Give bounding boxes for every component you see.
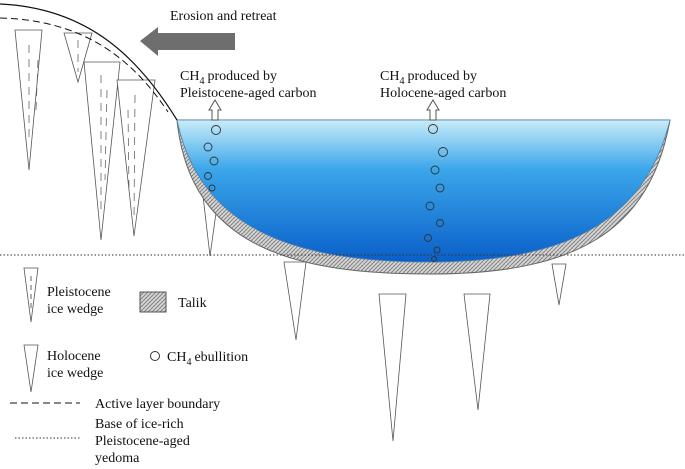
ice-wedge — [116, 79, 156, 237]
legend-label: Base of ice-rich Pleistocene-aged yedoma — [95, 417, 190, 466]
legend-label: Talik — [178, 296, 207, 311]
line: yedoma — [95, 451, 140, 466]
line: Base of ice-rich — [95, 417, 184, 432]
subscript: 4 — [199, 76, 204, 87]
source-label: CH4 produced by Pleistocene-aged carbon — [180, 69, 316, 101]
lake — [176, 119, 671, 263]
holocene-wedges — [283, 261, 567, 442]
subscript: 4 — [399, 76, 404, 87]
line: Pleistocene — [47, 285, 111, 300]
line: Holocene — [47, 349, 101, 364]
flux-arrows — [208, 99, 440, 121]
cliff — [0, 3, 178, 121]
ice-wedge — [83, 61, 121, 241]
legend-label: Holocene ice wedge — [47, 349, 103, 381]
active-layer-curve — [0, 17, 169, 113]
line: ice wedge — [47, 302, 103, 317]
subscript: 4 — [186, 357, 191, 368]
legend: Pleistocene ice wedge Talik Holocene ice w… — [10, 267, 248, 466]
source-label: CH4 produced by Holocene-aged carbon — [380, 69, 506, 101]
arrow-label: Erosion and retreat — [170, 9, 277, 24]
line: Pleistocene-aged — [95, 434, 190, 449]
line: ice wedge — [47, 366, 103, 381]
ice-wedge — [283, 261, 307, 341]
ice-wedge — [378, 293, 407, 442]
legend-label: Active layer boundary — [95, 397, 220, 412]
line: Pleistocene-aged carbon — [180, 86, 316, 101]
formula: CH — [180, 69, 199, 84]
flux-arrow — [208, 99, 222, 121]
line: produced by — [407, 69, 477, 84]
legend-talik-icon — [139, 291, 167, 313]
bubbles — [203, 124, 448, 262]
legend-label: CH4 ebullition — [167, 350, 248, 368]
erosion-arrow — [140, 27, 235, 56]
formula: CH — [167, 350, 186, 365]
line: ebullition — [194, 350, 248, 365]
ice-wedge — [463, 293, 491, 411]
legend-bubble-icon — [150, 351, 160, 361]
formula: CH — [380, 69, 399, 84]
flux-arrow — [426, 99, 440, 121]
ice-wedge — [14, 29, 43, 171]
legend-holocene-icon — [23, 344, 39, 393]
line: Holocene-aged carbon — [380, 86, 506, 101]
line: produced by — [207, 69, 277, 84]
legend-label: Pleistocene ice wedge — [47, 285, 111, 317]
ice-wedge — [551, 263, 567, 306]
